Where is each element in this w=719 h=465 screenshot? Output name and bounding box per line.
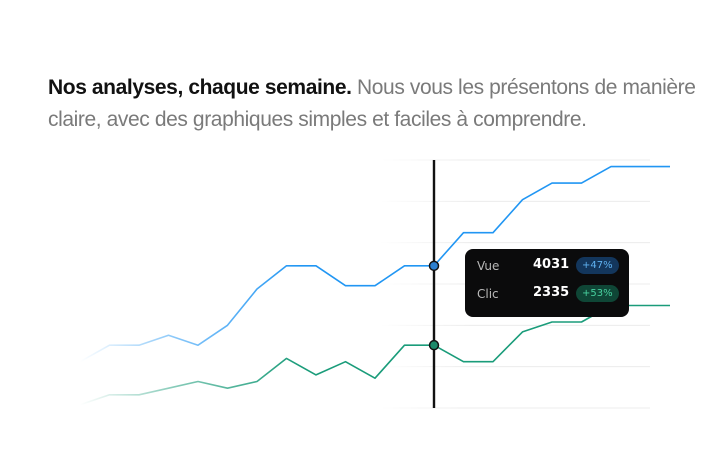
tooltip-label-clic: Clic	[477, 287, 499, 301]
chart-tooltip: Vue 4031 +47% Clic 2335 +53%	[465, 249, 629, 317]
headline-lead: Nos analyses, chaque semaine.	[48, 76, 352, 99]
tooltip-row-vue: Vue 4031 +47%	[465, 255, 629, 277]
tooltip-change-badge-clic: +53%	[576, 285, 619, 302]
series-line-vue	[79, 165, 670, 363]
highlight-point-vue	[428, 260, 440, 272]
tooltip-value-clic: 2335	[533, 285, 570, 300]
tooltip-change-badge-vue: +47%	[576, 257, 619, 274]
headline: Nos analyses, chaque semaine. Nous vous …	[48, 72, 708, 136]
tooltip-value-vue: 4031	[533, 257, 570, 272]
headline-body: Nous vous les présentons de manière clai…	[48, 76, 696, 131]
tooltip-label-vue: Vue	[477, 259, 500, 273]
highlight-point-clic	[428, 339, 440, 351]
series-line-clic	[79, 304, 670, 406]
tooltip-row-clic: Clic 2335 +53%	[465, 283, 629, 305]
